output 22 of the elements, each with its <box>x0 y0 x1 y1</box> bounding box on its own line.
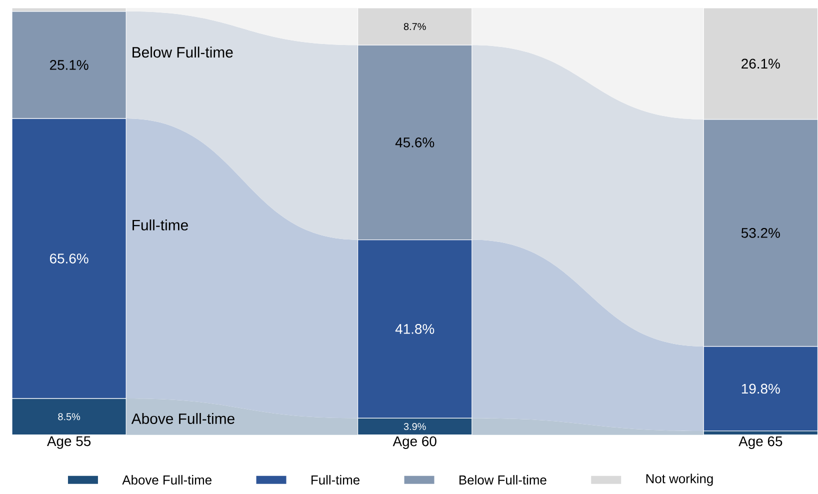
x-tick-label: Age 65 <box>738 436 782 450</box>
x-tick-label: Age 55 <box>46 436 91 449</box>
data-label: 8.7% <box>404 23 426 30</box>
text: Above Full-time <box>131 413 234 424</box>
data-label: 26.1% <box>742 58 780 69</box>
legend-label: Full-time <box>312 475 360 485</box>
bar <box>703 346 818 432</box>
x-tick-label: Age 60 <box>392 436 436 450</box>
data-label: 25.1% <box>50 60 88 70</box>
data-label: 41.8% <box>395 324 434 334</box>
data-label: 3.9% <box>404 423 426 430</box>
data-label: 19.8% <box>742 384 780 394</box>
text: Full-time <box>132 220 188 231</box>
data-label: 45.6% <box>395 138 434 148</box>
data-label: 53.2% <box>741 228 780 238</box>
bar <box>12 11 126 119</box>
legend-label: Below Full-time <box>460 475 546 485</box>
text: Below Full-time <box>132 46 233 58</box>
legend-label: Not working <box>646 474 713 486</box>
data-label: 8.5% <box>58 413 80 420</box>
legend-label: Above Full-time <box>122 475 212 485</box>
data-label: 65.6% <box>50 254 88 264</box>
